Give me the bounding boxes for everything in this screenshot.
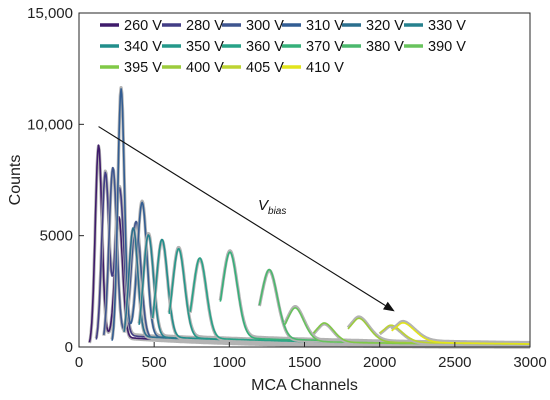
x-axis-title: MCA Channels [251, 377, 358, 394]
legend-label-330v: 330 V [428, 18, 466, 34]
x-tick-label: 3000 [513, 354, 546, 371]
series-envelope-380v [257, 268, 531, 347]
legend: 260 V 280 V 300 V 310 V 320 V 330 V 340 V 350 V… [100, 18, 466, 76]
legend-label-395v: 395 V [124, 60, 162, 76]
series-envelope-340v [151, 238, 531, 348]
series-envelope-260v [87, 144, 531, 349]
x-tick-label: 1500 [288, 354, 321, 371]
y-tick-label: 15,000 [27, 5, 73, 22]
x-tick-label: 0 [75, 354, 83, 371]
vbias-arrow-line [98, 126, 386, 307]
series-envelope-280v [94, 169, 531, 347]
x-tick-label: 1000 [213, 354, 246, 371]
series-envelope-410v [390, 319, 531, 345]
y-tick-label: 5000 [40, 228, 73, 245]
legend-label-350v: 350 V [186, 39, 224, 55]
series-envelope-300v [102, 166, 531, 349]
series-envelope-400v [346, 315, 531, 345]
legend-label-320v: 320 V [366, 18, 404, 34]
legend-label-310v: 310 V [306, 18, 344, 34]
x-tick-label: 2000 [363, 354, 396, 371]
x-ticks: 0 500 1000 1500 2000 2500 3000 [75, 342, 547, 371]
legend-label-390v: 390 V [428, 39, 466, 55]
legend-label-360v: 360 V [246, 39, 284, 55]
y-tick-label: 10,000 [27, 116, 73, 133]
series-line-380v [258, 268, 531, 346]
series-line-370v [219, 251, 531, 346]
series-envelope-310v [110, 85, 531, 347]
legend-label-340v: 340 V [124, 39, 162, 55]
legend-label-260v: 260 V [124, 18, 162, 34]
series-line-340v [151, 238, 531, 347]
x-tick-label: 500 [142, 354, 167, 371]
x-tick-label: 2500 [438, 354, 471, 371]
vbias-arrow-head [382, 301, 395, 312]
legend-label-380v: 380 V [366, 39, 404, 55]
series-envelope-350v [167, 245, 531, 346]
axes-layer: 0 500 1000 1500 2000 2500 3000 0 5000 10,000 15,0… [7, 5, 547, 394]
vbias-label: Vbias [258, 197, 286, 217]
legend-label-410v: 410 V [306, 60, 344, 76]
legend-label-405v: 405 V [246, 60, 284, 76]
series-envelope-370v [218, 249, 531, 345]
series-line-300v [103, 166, 531, 348]
y-ticks: 0 5000 10,000 15,000 [27, 5, 84, 356]
series-line-310v [111, 88, 531, 347]
series-envelope-330v [137, 232, 531, 346]
y-axis-title: Counts [7, 155, 24, 206]
series-line-350v [168, 248, 531, 347]
legend-label-300v: 300 V [246, 18, 284, 34]
series-line-280v [95, 171, 531, 348]
series-line-330v [138, 234, 531, 347]
vbias-label-sub: bias [268, 206, 286, 217]
y-tick-label: 0 [65, 339, 73, 356]
series-line-260v [88, 144, 531, 348]
legend-label-400v: 400 V [186, 60, 224, 76]
legend-label-370v: 370 V [306, 39, 344, 55]
vbias-label-main: V [258, 197, 270, 214]
series-line-410v [391, 321, 531, 345]
annotation-layer: Vbias [98, 126, 395, 312]
legend-label-280v: 280 V [186, 18, 224, 34]
series-layer [87, 85, 531, 349]
